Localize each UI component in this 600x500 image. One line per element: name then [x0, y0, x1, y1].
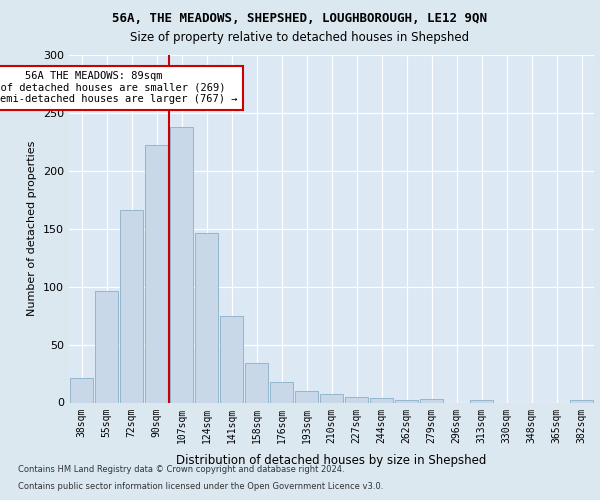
Text: 56A, THE MEADOWS, SHEPSHED, LOUGHBOROUGH, LE12 9QN: 56A, THE MEADOWS, SHEPSHED, LOUGHBOROUGH…	[113, 12, 487, 26]
Bar	[95, 292, 118, 403]
Bar	[120, 210, 143, 402]
Bar	[170, 127, 193, 402]
Bar	[195, 234, 218, 402]
Bar	[420, 399, 443, 402]
Text: Contains public sector information licensed under the Open Government Licence v3: Contains public sector information licen…	[18, 482, 383, 491]
Text: Size of property relative to detached houses in Shepshed: Size of property relative to detached ho…	[130, 31, 470, 44]
Bar	[320, 394, 343, 402]
Bar	[145, 146, 168, 402]
X-axis label: Distribution of detached houses by size in Shepshed: Distribution of detached houses by size …	[176, 454, 487, 466]
Bar	[220, 316, 243, 402]
Text: 56A THE MEADOWS: 89sqm
← 26% of detached houses are smaller (269)
73% of semi-de: 56A THE MEADOWS: 89sqm ← 26% of detached…	[0, 71, 238, 104]
Bar	[345, 396, 368, 402]
Bar	[270, 382, 293, 402]
Bar	[395, 400, 418, 402]
Bar	[70, 378, 93, 402]
Bar	[295, 391, 318, 402]
Bar	[570, 400, 593, 402]
Bar	[470, 400, 493, 402]
Text: Contains HM Land Registry data © Crown copyright and database right 2024.: Contains HM Land Registry data © Crown c…	[18, 466, 344, 474]
Bar	[245, 363, 268, 403]
Y-axis label: Number of detached properties: Number of detached properties	[28, 141, 37, 316]
Bar	[370, 398, 393, 402]
